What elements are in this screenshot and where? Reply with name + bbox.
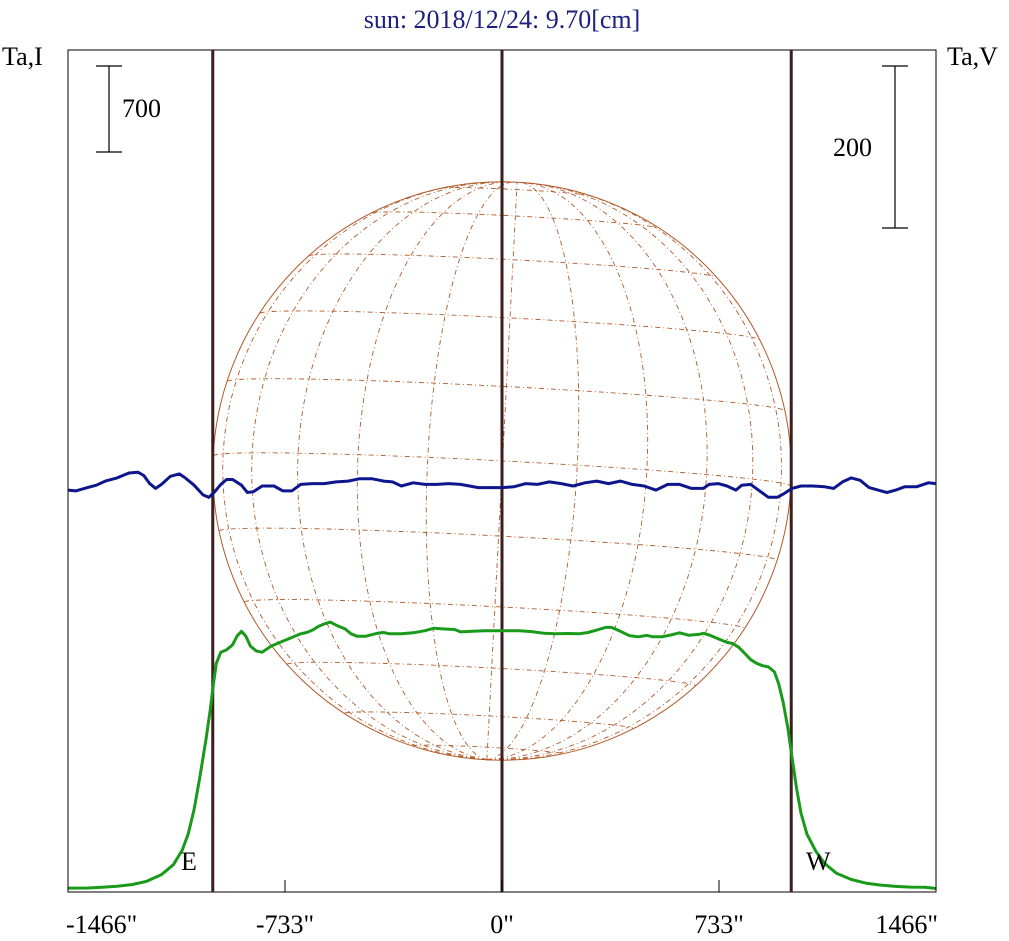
longitude-line xyxy=(356,181,510,761)
longitude-line xyxy=(425,181,514,761)
longitude-line xyxy=(251,181,491,761)
x-tick-label: 0" xyxy=(490,910,514,939)
series-v-line xyxy=(67,470,937,499)
x-tick-label: -733" xyxy=(256,910,314,939)
x-tick-label: 1466" xyxy=(875,910,938,939)
left-scale-bar-label: 700 xyxy=(122,94,161,123)
right-scale-bar xyxy=(882,65,908,229)
left-scale-bar xyxy=(96,65,122,153)
right-axis-label: Ta,V xyxy=(947,42,998,71)
longitude-line xyxy=(222,182,487,761)
latitude-line xyxy=(259,310,760,340)
right-scale-bar-label: 200 xyxy=(833,133,872,162)
longitude-line xyxy=(486,182,649,761)
longitude-line xyxy=(297,181,507,761)
longitude-line xyxy=(486,187,782,761)
west-limb-label: W xyxy=(806,847,831,876)
x-tick-label: 733" xyxy=(694,910,744,939)
east-limb-label: E xyxy=(181,847,197,876)
longitude-line xyxy=(486,184,754,761)
series-lines xyxy=(67,470,937,890)
latitude-line xyxy=(227,378,785,411)
series-i-line xyxy=(67,620,937,890)
latitude-line xyxy=(442,187,591,197)
latitude-line xyxy=(218,527,778,561)
x-tick-label: -1466" xyxy=(66,910,137,939)
left-axis-label: Ta,I xyxy=(2,42,43,71)
longitude-line xyxy=(486,182,708,761)
reference-lines xyxy=(211,50,793,892)
latitude-line xyxy=(286,661,696,687)
latitude-line xyxy=(344,711,634,729)
chart-title: sun: 2018/12/24: 9.70[cm] xyxy=(364,5,641,34)
x-axis-ticks: -1466" -733" 0" 733" 1466" xyxy=(66,880,938,939)
